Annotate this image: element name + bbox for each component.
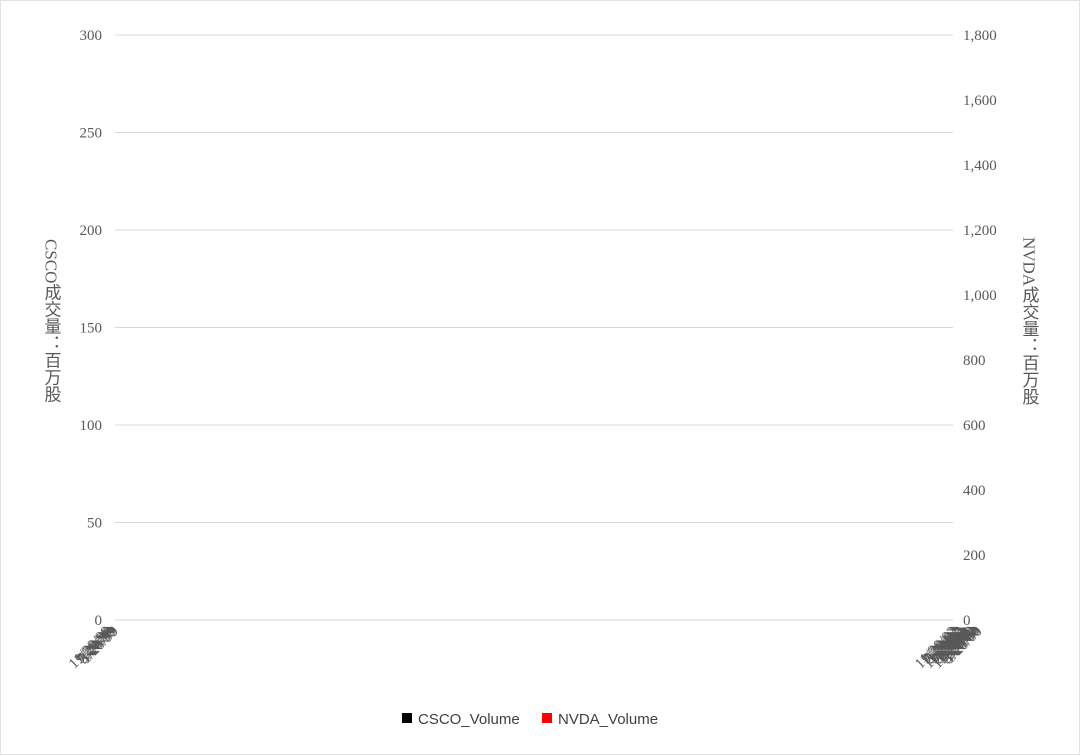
- legend-label-nvda: NVDA_Volume: [558, 711, 658, 728]
- right-tick-label: 800: [963, 353, 986, 369]
- left-tick-label: 150: [80, 321, 103, 337]
- left-tick-label: 300: [80, 28, 103, 44]
- left-tick-label: 200: [80, 223, 103, 239]
- left-tick-label: 250: [80, 126, 103, 142]
- legend: CSCO_Volume NVDA_Volume: [402, 711, 658, 728]
- axes: 0 50 100 150 200 250 300 0 200 400 600 800 1,000 1,20…: [66, 28, 997, 672]
- right-tick-label: 200: [963, 548, 986, 564]
- left-tick-label: 50: [87, 516, 102, 532]
- legend-label-csco: CSCO_Volume: [418, 711, 520, 728]
- gridlines: [115, 34, 953, 523]
- right-tick-label: 1,400: [963, 158, 997, 174]
- right-tick-label: 1,000: [963, 288, 997, 304]
- legend-swatch-nvda: [542, 713, 552, 723]
- right-tick-label: 1,600: [963, 93, 997, 109]
- left-axis-title: CSCO成交量：百万股: [42, 239, 62, 403]
- right-axis-title: NVDA成交量：百万股: [1020, 237, 1040, 406]
- right-tick-label: 400: [963, 483, 986, 499]
- left-tick-label: 100: [80, 418, 103, 434]
- right-tick-label: 1,800: [963, 28, 997, 44]
- left-tick-label: 0: [95, 613, 103, 629]
- right-tick-label: 600: [963, 418, 986, 434]
- right-tick-label: 1,200: [963, 223, 997, 239]
- legend-swatch-csco: [402, 713, 412, 723]
- right-tick-label: 0: [963, 613, 971, 629]
